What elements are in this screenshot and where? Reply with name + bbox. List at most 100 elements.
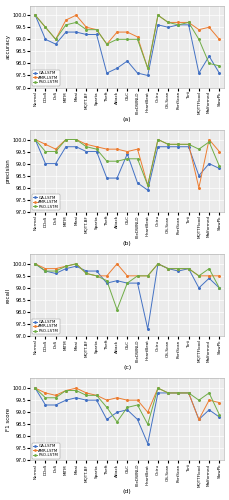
AMR-LSTM — [125, 397, 128, 403]
AMR-LSTM — [115, 146, 118, 152]
PSO-LSTM — [64, 388, 67, 394]
AMR-LSTM — [146, 65, 148, 71]
AMR-LSTM — [105, 273, 108, 279]
Y-axis label: F1 score: F1 score — [5, 408, 11, 431]
GA-LSTM — [54, 270, 57, 276]
GA-LSTM — [44, 268, 47, 274]
PSO-LSTM — [54, 148, 57, 154]
Y-axis label: accuracy: accuracy — [5, 34, 11, 59]
AMR-LSTM — [54, 266, 57, 272]
GA-LSTM — [136, 416, 138, 422]
PSO-LSTM — [197, 146, 199, 152]
AMR-LSTM — [85, 270, 87, 276]
GA-LSTM — [186, 266, 189, 272]
GA-LSTM — [156, 261, 159, 267]
PSO-LSTM — [74, 261, 77, 267]
GA-LSTM — [166, 390, 169, 396]
GA-LSTM — [146, 440, 148, 446]
Line: AMR-LSTM: AMR-LSTM — [34, 14, 219, 69]
PSO-LSTM — [125, 156, 128, 162]
GA-LSTM — [197, 172, 199, 178]
GA-LSTM — [74, 144, 77, 150]
AMR-LSTM — [146, 273, 148, 279]
PSO-LSTM — [74, 20, 77, 26]
GA-LSTM — [146, 326, 148, 332]
GA-LSTM — [85, 397, 87, 403]
Line: AMR-LSTM: AMR-LSTM — [34, 388, 219, 420]
PSO-LSTM — [54, 268, 57, 274]
AMR-LSTM — [34, 12, 36, 18]
AMR-LSTM — [136, 146, 138, 152]
X-axis label: (b): (b) — [122, 241, 131, 246]
GA-LSTM — [186, 144, 189, 150]
AMR-LSTM — [74, 12, 77, 18]
GA-LSTM — [95, 268, 98, 274]
AMR-LSTM — [166, 390, 169, 396]
AMR-LSTM — [74, 385, 77, 391]
AMR-LSTM — [197, 273, 199, 279]
AMR-LSTM — [197, 184, 199, 190]
GA-LSTM — [176, 144, 179, 150]
AMR-LSTM — [156, 12, 159, 18]
PSO-LSTM — [166, 266, 169, 272]
GA-LSTM — [176, 390, 179, 396]
GA-LSTM — [136, 280, 138, 286]
AMR-LSTM — [186, 266, 189, 272]
GA-LSTM — [197, 70, 199, 76]
AMR-LSTM — [85, 390, 87, 396]
AMR-LSTM — [207, 273, 210, 279]
AMR-LSTM — [95, 273, 98, 279]
AMR-LSTM — [54, 392, 57, 398]
AMR-LSTM — [156, 385, 159, 391]
AMR-LSTM — [95, 144, 98, 150]
GA-LSTM — [85, 32, 87, 38]
Line: GA-LSTM: GA-LSTM — [34, 388, 219, 444]
PSO-LSTM — [115, 306, 118, 312]
PSO-LSTM — [34, 261, 36, 267]
AMR-LSTM — [125, 148, 128, 154]
AMR-LSTM — [125, 273, 128, 279]
AMR-LSTM — [186, 20, 189, 26]
PSO-LSTM — [34, 12, 36, 18]
PSO-LSTM — [74, 136, 77, 142]
GA-LSTM — [217, 70, 220, 76]
PSO-LSTM — [146, 65, 148, 71]
GA-LSTM — [64, 29, 67, 35]
GA-LSTM — [95, 32, 98, 38]
PSO-LSTM — [125, 280, 128, 286]
PSO-LSTM — [115, 36, 118, 43]
AMR-LSTM — [166, 266, 169, 272]
X-axis label: (a): (a) — [123, 116, 131, 121]
PSO-LSTM — [64, 22, 67, 28]
AMR-LSTM — [207, 397, 210, 403]
GA-LSTM — [186, 390, 189, 396]
AMR-LSTM — [95, 26, 98, 32]
GA-LSTM — [34, 136, 36, 142]
PSO-LSTM — [125, 36, 128, 43]
PSO-LSTM — [115, 419, 118, 425]
GA-LSTM — [115, 409, 118, 415]
PSO-LSTM — [217, 285, 220, 291]
AMR-LSTM — [105, 41, 108, 47]
GA-LSTM — [74, 29, 77, 35]
Legend: GA-LSTM, AMR-LSTM, PSO-LSTM: GA-LSTM, AMR-LSTM, PSO-LSTM — [32, 194, 60, 210]
Line: PSO-LSTM: PSO-LSTM — [34, 138, 219, 186]
GA-LSTM — [64, 397, 67, 403]
GA-LSTM — [64, 144, 67, 150]
PSO-LSTM — [156, 261, 159, 267]
GA-LSTM — [95, 397, 98, 403]
GA-LSTM — [54, 160, 57, 166]
AMR-LSTM — [146, 409, 148, 415]
PSO-LSTM — [176, 266, 179, 272]
PSO-LSTM — [146, 422, 148, 428]
GA-LSTM — [34, 385, 36, 391]
PSO-LSTM — [207, 266, 210, 272]
GA-LSTM — [115, 175, 118, 181]
PSO-LSTM — [186, 142, 189, 148]
GA-LSTM — [156, 22, 159, 28]
Line: PSO-LSTM: PSO-LSTM — [34, 14, 219, 69]
PSO-LSTM — [217, 163, 220, 169]
PSO-LSTM — [85, 270, 87, 276]
GA-LSTM — [207, 160, 210, 166]
AMR-LSTM — [166, 20, 169, 26]
